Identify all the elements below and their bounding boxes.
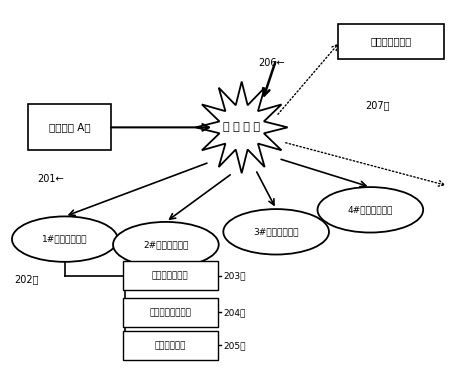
Text: 温湿度传感器．: 温湿度传感器． [152, 271, 189, 280]
Text: 202．: 202． [14, 275, 39, 285]
Text: 光照强度传感: 光照强度传感 [155, 341, 186, 350]
Text: 微 处 理 器: 微 处 理 器 [223, 122, 260, 132]
Text: 204．: 204． [223, 308, 246, 317]
FancyBboxPatch shape [123, 262, 218, 290]
Text: 1#数据采集组．: 1#数据采集组． [42, 235, 87, 244]
Ellipse shape [12, 217, 118, 262]
Ellipse shape [113, 222, 219, 267]
Text: 206←: 206← [258, 58, 285, 68]
Text: 205．: 205． [223, 341, 246, 350]
Text: 201←: 201← [37, 174, 64, 184]
Text: 3#数据采集组．: 3#数据采集组． [253, 227, 299, 236]
Text: 2#数据采集组．: 2#数据采集组． [143, 240, 189, 249]
Text: 气流速度传感器．: 气流速度传感器． [149, 308, 192, 317]
Text: 4#数据采集组．: 4#数据采集组． [348, 205, 393, 214]
Text: 蓝牙发送模块．: 蓝牙发送模块． [371, 36, 412, 46]
FancyBboxPatch shape [338, 24, 444, 59]
Text: 207．: 207． [366, 100, 390, 110]
Polygon shape [196, 81, 288, 173]
FancyBboxPatch shape [123, 298, 218, 327]
FancyBboxPatch shape [123, 331, 218, 360]
Ellipse shape [318, 187, 423, 232]
Text: 203．: 203． [223, 271, 246, 280]
Ellipse shape [223, 209, 329, 254]
FancyBboxPatch shape [28, 105, 111, 150]
Text: 电源模块 A．: 电源模块 A． [48, 122, 90, 132]
